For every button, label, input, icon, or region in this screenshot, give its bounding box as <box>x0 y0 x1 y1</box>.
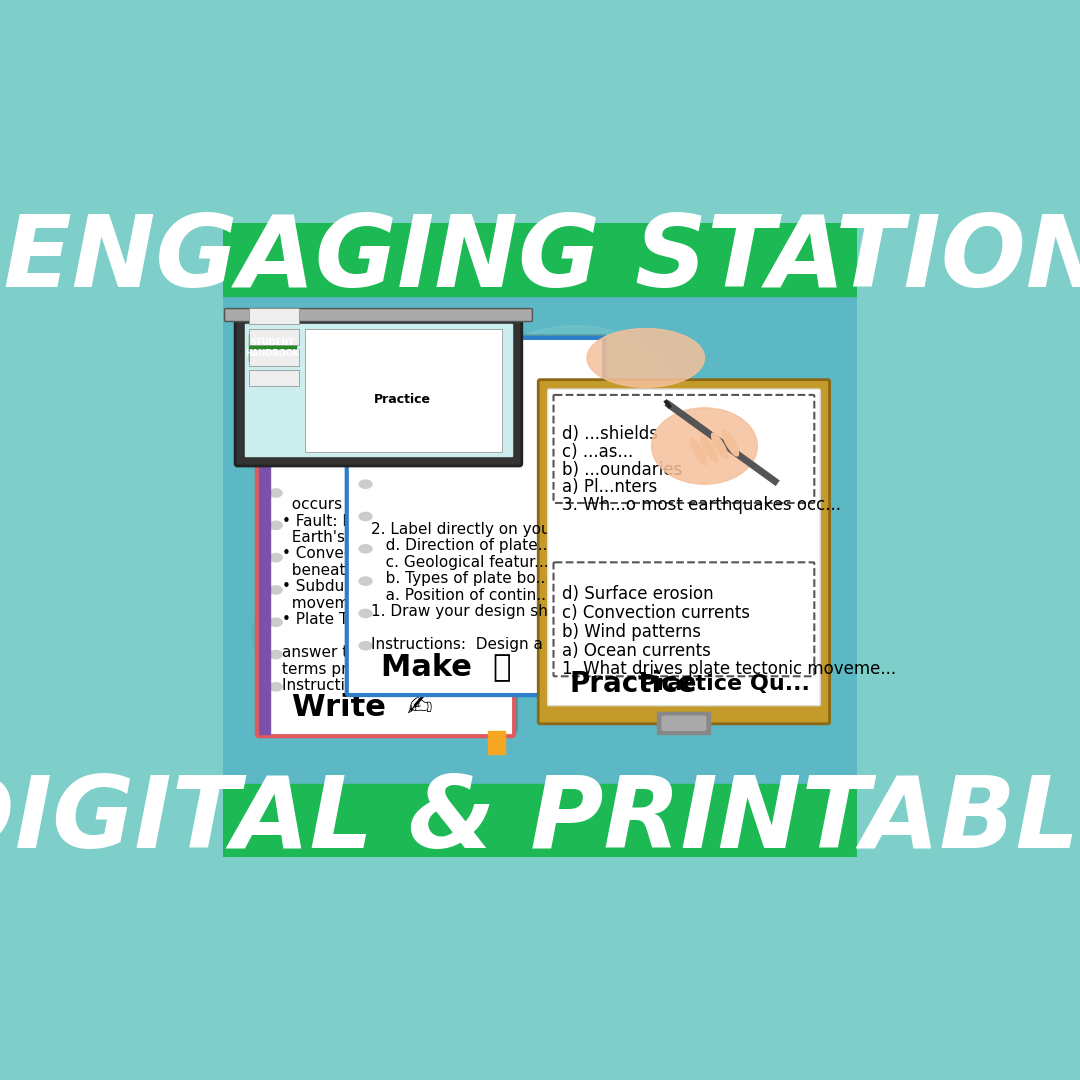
Ellipse shape <box>269 554 282 562</box>
Ellipse shape <box>359 448 372 456</box>
Ellipse shape <box>712 433 728 459</box>
FancyBboxPatch shape <box>347 338 604 696</box>
Text: b. Types of plate bo...: b. Types of plate bo... <box>372 571 551 586</box>
Text: d) ...shields: d) ...shields <box>563 426 659 444</box>
FancyBboxPatch shape <box>257 367 514 737</box>
Bar <box>249 308 299 324</box>
Ellipse shape <box>359 481 372 488</box>
Text: Practice Qu...: Practice Qu... <box>640 674 810 694</box>
Ellipse shape <box>701 436 717 462</box>
Text: a) Pl...nters: a) Pl...nters <box>563 478 658 497</box>
Ellipse shape <box>651 408 757 484</box>
Text: • Plate Tectonics: T...: • Plate Tectonics: T... <box>282 612 442 627</box>
Bar <box>249 328 299 345</box>
Ellipse shape <box>269 683 282 691</box>
Ellipse shape <box>269 457 282 464</box>
Text: 1. Draw your design sho...: 1. Draw your design sho... <box>372 604 572 619</box>
Text: Write  ✍: Write ✍ <box>292 693 432 721</box>
Text: d) Surface erosion: d) Surface erosion <box>563 585 714 604</box>
Text: movement: movement <box>282 596 374 611</box>
Bar <box>488 731 504 755</box>
Text: Make  🧩: Make 🧩 <box>381 652 512 680</box>
Ellipse shape <box>359 609 372 618</box>
Bar <box>249 349 299 365</box>
Text: a. Position of contin...: a. Position of contin... <box>372 588 551 603</box>
Text: 7 ENGAGING STATIONS: 7 ENGAGING STATIONS <box>0 211 1080 308</box>
Ellipse shape <box>359 577 372 585</box>
Bar <box>305 328 502 451</box>
Ellipse shape <box>576 487 810 663</box>
Text: STUDENT
HANDBOOK: STUDENT HANDBOOK <box>245 338 300 357</box>
Text: occurs: occurs <box>282 497 341 512</box>
Bar <box>249 369 299 387</box>
Bar <box>222 784 858 858</box>
FancyBboxPatch shape <box>548 389 820 705</box>
Ellipse shape <box>690 438 706 464</box>
Ellipse shape <box>269 650 282 659</box>
Ellipse shape <box>269 489 282 497</box>
FancyBboxPatch shape <box>225 309 532 322</box>
Ellipse shape <box>359 642 372 650</box>
FancyBboxPatch shape <box>538 380 829 724</box>
Text: 2. Label directly on you...: 2. Label directly on you... <box>372 522 566 537</box>
Ellipse shape <box>588 328 704 388</box>
Text: 1. What drives plate tectonic moveme...: 1. What drives plate tectonic moveme... <box>563 660 896 678</box>
Text: c. Geological featur...: c. Geological featur... <box>372 555 549 569</box>
Text: • Convection Cu...: • Convection Cu... <box>282 546 421 562</box>
Text: Earth's mantle: Earth's mantle <box>282 530 403 545</box>
FancyBboxPatch shape <box>554 395 814 503</box>
Ellipse shape <box>723 430 739 456</box>
Bar <box>244 324 512 456</box>
FancyBboxPatch shape <box>350 335 608 691</box>
Text: 3. Wh...o most earthquakes occ...: 3. Wh...o most earthquakes occ... <box>563 496 841 514</box>
Ellipse shape <box>359 544 372 553</box>
Text: terms provide...: terms provide... <box>282 662 403 676</box>
FancyBboxPatch shape <box>235 314 522 465</box>
Text: b) Wind patterns: b) Wind patterns <box>563 623 701 640</box>
Ellipse shape <box>359 512 372 521</box>
Bar <box>658 712 711 733</box>
Text: d. Direction of plate...: d. Direction of plate... <box>372 538 553 553</box>
Ellipse shape <box>359 416 372 423</box>
Text: • Fault: Break in Ear...: • Fault: Break in Ear... <box>282 514 448 528</box>
Text: answer t...: answer t... <box>282 645 363 660</box>
Text: c) Convection currents: c) Convection currents <box>563 604 751 622</box>
Text: DIGITAL & PRINTABLE: DIGITAL & PRINTABLE <box>0 772 1080 869</box>
Text: Instructions:  Design a series...: Instructions: Design a series... <box>372 637 608 652</box>
Ellipse shape <box>472 325 678 472</box>
Ellipse shape <box>269 618 282 626</box>
Ellipse shape <box>269 522 282 529</box>
Bar <box>222 222 858 296</box>
FancyBboxPatch shape <box>554 563 814 676</box>
Bar <box>249 335 296 361</box>
Text: c) ...as...: c) ...as... <box>563 443 634 461</box>
Ellipse shape <box>269 585 282 594</box>
Text: • Subduction: Proc...: • Subduction: Proc... <box>282 579 440 594</box>
Text: a) Ocean currents: a) Ocean currents <box>563 642 712 660</box>
Text: beneath another: beneath another <box>282 563 419 578</box>
Bar <box>259 369 270 733</box>
Text: Practice: Practice <box>569 670 697 698</box>
FancyBboxPatch shape <box>662 716 705 730</box>
Ellipse shape <box>253 576 429 692</box>
Text: Practice: Practice <box>374 392 431 405</box>
Text: b) ...oundaries: b) ...oundaries <box>563 461 683 478</box>
FancyBboxPatch shape <box>260 364 517 732</box>
Text: Instructions: R...: Instructions: R... <box>282 678 406 693</box>
